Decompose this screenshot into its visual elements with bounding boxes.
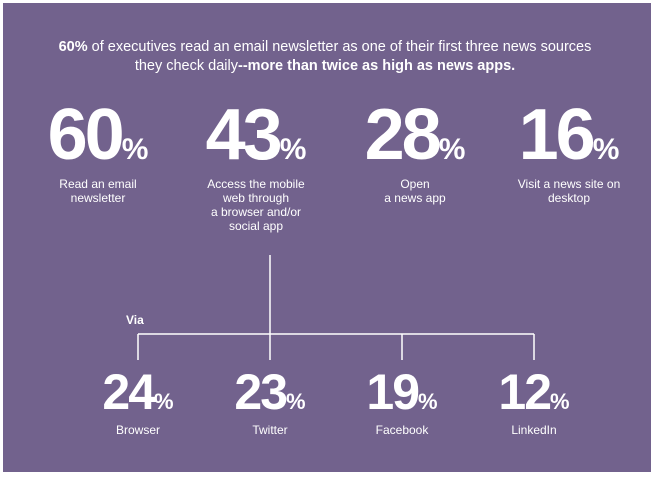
headline-lead-bold: 60% bbox=[58, 39, 88, 55]
stat-value: 43 bbox=[205, 95, 283, 175]
stat-facebook: 19% Facebook bbox=[347, 367, 457, 437]
percent-sign: % bbox=[550, 389, 570, 414]
headline-line1-text: of executives read an email newsletter a… bbox=[87, 39, 592, 55]
stat-value: 12 bbox=[498, 364, 552, 420]
headline-line2-text: they check daily bbox=[134, 58, 238, 74]
stat-caption: Browser bbox=[115, 423, 160, 437]
stat-caption: Read an email newsletter bbox=[28, 177, 168, 205]
caption-line: social app bbox=[228, 219, 284, 233]
caption-line: a news app bbox=[384, 191, 446, 205]
stat-caption: Twitter bbox=[252, 423, 288, 437]
stat-linkedin: 12% LinkedIn bbox=[479, 367, 589, 437]
caption-line: Open bbox=[400, 177, 430, 191]
percent-sign: % bbox=[121, 133, 149, 166]
percent-sign: % bbox=[438, 133, 466, 166]
via-label: Via bbox=[126, 313, 144, 327]
stat-value: 16 bbox=[518, 95, 596, 175]
stat-browser: 24% Browser bbox=[83, 367, 193, 437]
percent-sign: % bbox=[286, 389, 306, 414]
stat-mobile-web: 43% Access the mobile web through a brow… bbox=[186, 99, 326, 233]
percent-sign: % bbox=[279, 133, 307, 166]
stat-value: 60 bbox=[47, 95, 125, 175]
stat-value: 19 bbox=[366, 364, 420, 420]
stat-caption: Access the mobile web through a browser … bbox=[186, 177, 326, 233]
headline-line-2: they check daily--more than twice as hig… bbox=[0, 57, 650, 76]
stat-value: 23 bbox=[234, 364, 288, 420]
stat-desktop-site: 16% Visit a news site on desktop bbox=[499, 99, 639, 205]
stat-value: 28 bbox=[364, 95, 442, 175]
caption-line: newsletter bbox=[70, 191, 126, 205]
infographic-panel bbox=[3, 3, 651, 472]
stat-caption: Facebook bbox=[375, 423, 429, 437]
headline: 60% of executives read an email newslett… bbox=[0, 38, 650, 76]
headline-line2-bold: --more than twice as high as news apps. bbox=[237, 58, 516, 74]
stat-email-newsletter: 60% Read an email newsletter bbox=[28, 99, 168, 205]
stat-value: 24 bbox=[102, 364, 156, 420]
stat-caption: LinkedIn bbox=[511, 423, 557, 437]
percent-sign: % bbox=[418, 389, 438, 414]
percent-sign: % bbox=[154, 389, 174, 414]
stat-caption: Visit a news site on desktop bbox=[499, 177, 639, 205]
caption-line: Access the mobile bbox=[207, 177, 305, 191]
headline-line-1: 60% of executives read an email newslett… bbox=[0, 38, 650, 57]
caption-line: Visit a news site on bbox=[517, 177, 621, 191]
caption-line: web through bbox=[222, 191, 290, 205]
stat-twitter: 23% Twitter bbox=[215, 367, 325, 437]
stat-news-app: 28% Open a news app bbox=[345, 99, 485, 205]
caption-line: Read an email bbox=[59, 177, 137, 191]
stat-caption: Open a news app bbox=[345, 177, 485, 205]
caption-line: a browser and/or bbox=[210, 205, 302, 219]
caption-line: desktop bbox=[547, 191, 591, 205]
percent-sign: % bbox=[592, 133, 620, 166]
